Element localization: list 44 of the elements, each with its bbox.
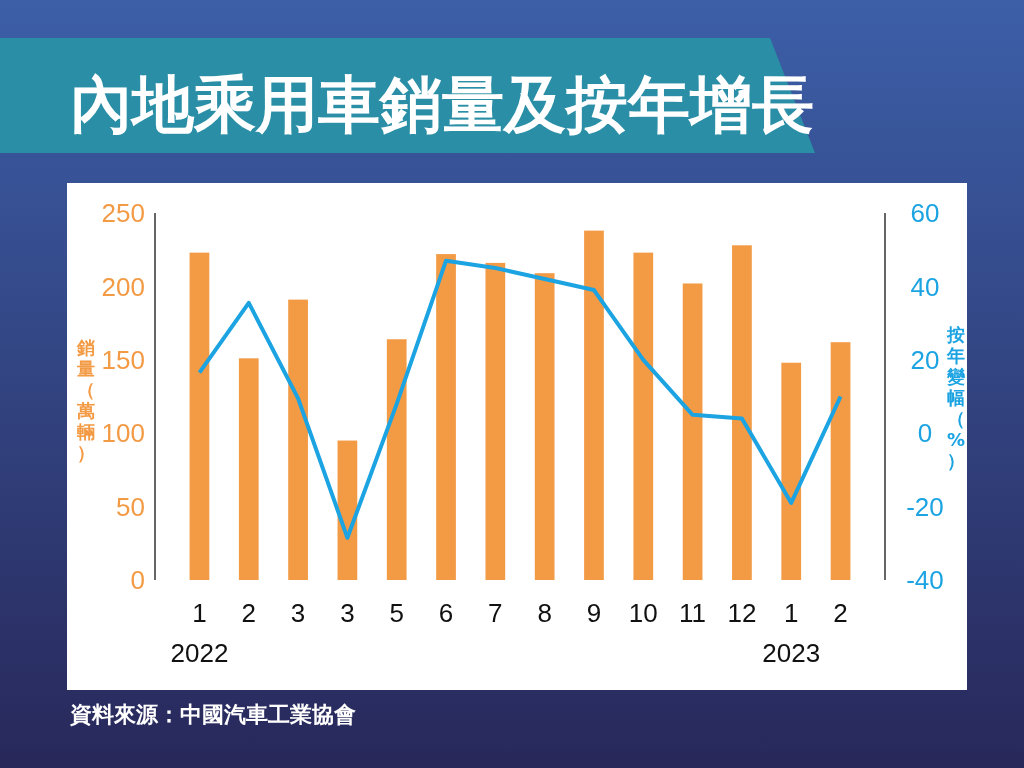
bar: [386, 339, 407, 580]
chart-title: 內地乘用車銷量及按年增長: [70, 68, 814, 141]
bar: [830, 342, 851, 580]
bar: [682, 283, 703, 580]
y-tick-label: 50: [116, 491, 145, 522]
bar: [633, 252, 654, 580]
y2-tick-label: -20: [906, 491, 944, 522]
x-tick-label: 12: [727, 598, 757, 628]
x-tick-label: 1 2023: [762, 598, 821, 668]
x-tick-label: 3: [290, 598, 306, 628]
y-tick-label: 100: [101, 418, 145, 449]
x-tick-label: 2: [241, 598, 256, 628]
y2-tick-label: -40: [906, 565, 944, 596]
bar: [238, 358, 259, 580]
y-tick-label: 200: [101, 271, 145, 302]
x-tick-label: 11: [679, 598, 707, 628]
x-tick-label: 1 2022: [170, 598, 229, 668]
y-tick-label: 150: [101, 344, 145, 375]
bar: [732, 245, 752, 580]
y-tick-label: 250: [101, 198, 145, 229]
bar: [534, 273, 555, 580]
bar: [288, 299, 308, 580]
bar: [584, 230, 604, 580]
y2-tick-label: 20: [910, 344, 940, 375]
y2-tick-label: 0: [917, 418, 933, 449]
bar: [781, 362, 802, 580]
x-tick-label: 10: [628, 598, 658, 628]
y2-tick-label: 40: [910, 271, 940, 302]
x-tick-label: 3: [340, 598, 355, 628]
line-series: [197, 258, 843, 540]
x-tick-label: 2: [833, 598, 848, 628]
bar: [436, 254, 456, 580]
source-note: 資料來源：中國汽車工業協會: [69, 702, 356, 727]
bar: [189, 252, 210, 580]
y-axis-title: 銷量（萬輛）: [76, 336, 95, 463]
x-tick-label: 6: [438, 598, 454, 628]
x-tick-label: 8: [537, 598, 552, 628]
y2-axis-title: 按年變幅（%）: [946, 324, 966, 471]
x-tick-label: 9: [586, 598, 602, 628]
bar: [485, 262, 506, 580]
x-tick-label: 5: [389, 598, 404, 628]
y2-tick-label: 60: [910, 198, 940, 229]
y-tick-label: 0: [130, 565, 145, 596]
x-tick-label: 7: [488, 598, 503, 628]
